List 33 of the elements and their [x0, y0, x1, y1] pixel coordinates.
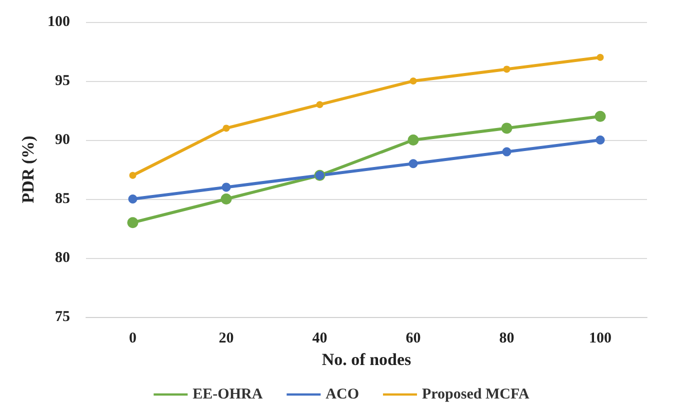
- point: [596, 54, 604, 61]
- point: [502, 147, 512, 156]
- point: [128, 194, 138, 204]
- legend-label: Proposed MCFA: [422, 386, 530, 402]
- point: [408, 134, 419, 146]
- point: [503, 66, 510, 73]
- y-tick-label: 75: [55, 309, 70, 325]
- y-tick-label: 95: [55, 73, 70, 89]
- y-tick-label: 90: [55, 132, 70, 148]
- point: [316, 101, 324, 108]
- x-tick-label: 60: [406, 330, 421, 346]
- x-tick-label: 0: [129, 330, 136, 346]
- x-tick-label: 20: [218, 330, 234, 346]
- point: [127, 217, 138, 228]
- y-tick-label: 80: [55, 250, 70, 266]
- y-tick-label: 100: [48, 14, 70, 30]
- point: [501, 122, 512, 134]
- point: [596, 136, 605, 144]
- x-tick-label: 80: [499, 330, 514, 346]
- y-tick-label: 85: [55, 191, 70, 207]
- x-tick-label: 100: [589, 330, 612, 346]
- point: [129, 172, 136, 179]
- y-axis-title: PDR (%): [18, 136, 38, 204]
- point: [408, 159, 418, 168]
- point: [594, 110, 606, 122]
- point: [222, 124, 230, 132]
- x-axis-title: No. of nodes: [322, 350, 412, 369]
- x-tick-label: 40: [312, 330, 328, 346]
- point: [222, 182, 231, 192]
- point: [410, 78, 417, 84]
- point: [220, 194, 232, 204]
- legend-label: EE-OHRA: [192, 386, 263, 402]
- legend-label: ACO: [326, 386, 360, 402]
